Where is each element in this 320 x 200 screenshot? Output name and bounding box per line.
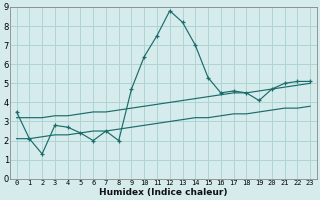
X-axis label: Humidex (Indice chaleur): Humidex (Indice chaleur) xyxy=(99,188,228,197)
